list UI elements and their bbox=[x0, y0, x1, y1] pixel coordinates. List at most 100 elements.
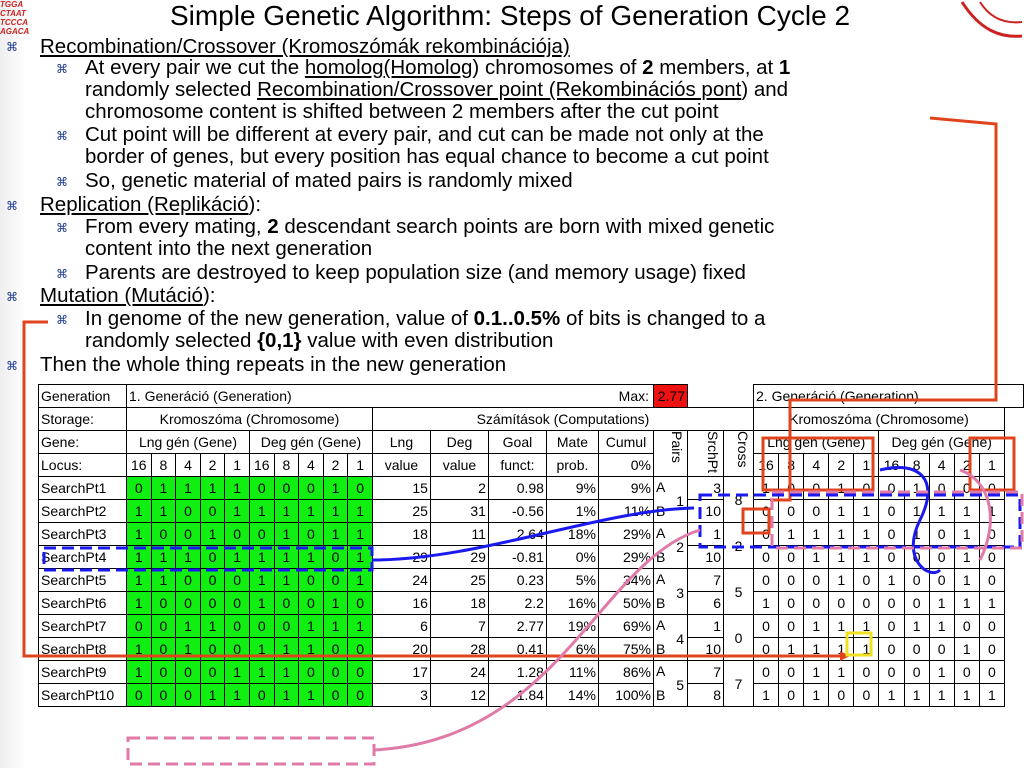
gene-bit: 1 bbox=[322, 499, 349, 523]
bullet-icon: ⌘ bbox=[6, 40, 18, 54]
gene-bit: 1 bbox=[273, 660, 300, 684]
deg-value: 11 bbox=[429, 522, 489, 546]
left-decor-strip bbox=[0, 0, 26, 768]
new-gene-bit: 0 bbox=[803, 591, 830, 615]
gene-bit: 1 bbox=[248, 568, 275, 592]
table-row: SearchPt3 1 0 0 1 0 0 1 0 1 1 18 11 2.64 18% 29% A B 2 1 2 0 1… bbox=[38, 522, 1024, 569]
spacer bbox=[687, 384, 754, 408]
new-gene-bit: 0 bbox=[953, 476, 980, 500]
gene-bit: 1 bbox=[224, 476, 250, 500]
gene-bit: 0 bbox=[175, 591, 201, 615]
new-gene-bit: 0 bbox=[903, 660, 930, 684]
locus-cell: 16 bbox=[248, 453, 275, 477]
goal-value: 0.98 bbox=[487, 476, 547, 500]
table-row: SearchPt9 1 0 0 0 1 1 1 0 0 0 17 24 1.28 11% 86% A B 5 7 7 0 0… bbox=[38, 660, 1024, 707]
srchpt-value: 6 bbox=[687, 591, 724, 615]
gene-bit: 0 bbox=[298, 522, 324, 546]
new-gene-bit: 1 bbox=[828, 614, 855, 638]
cross-point-value: 2 bbox=[723, 522, 754, 569]
goal-value: -0.56 bbox=[487, 499, 547, 523]
new-gene-bit: 0 bbox=[778, 476, 805, 500]
new-gene-bit: 1 bbox=[928, 499, 955, 523]
searchpt-name: SearchPt2 bbox=[38, 499, 127, 523]
bullet-icon: ⌘ bbox=[56, 129, 68, 143]
new-gene-bit: 0 bbox=[928, 637, 955, 661]
gene-bit: 1 bbox=[150, 568, 177, 592]
locus-cell: 1 bbox=[853, 453, 880, 477]
locus-cell: 4 bbox=[928, 453, 955, 477]
table-row: SearchPt10 0 0 0 1 1 0 1 1 0 0 3 12 1.84 14% 100% 8 1 0 1 0 0… bbox=[38, 683, 1024, 707]
table-row: Locus: 16 8 4 2 1 16 8 4 2 1 value value funct: prob. 0… bbox=[38, 453, 1024, 477]
new-gene-bit: 1 bbox=[752, 591, 780, 615]
gene-bit: 0 bbox=[126, 683, 152, 707]
new-gene-bit: 0 bbox=[778, 545, 805, 569]
gen1-header: 1. Generáció (Generation) Max: bbox=[126, 384, 654, 408]
cumul-value: 9% bbox=[597, 476, 655, 500]
new-gene-bit: 1 bbox=[953, 568, 980, 592]
replication-heading: Replication (Replikáció): bbox=[40, 193, 262, 216]
gene-bit: 1 bbox=[175, 476, 201, 500]
new-gene-bit: 0 bbox=[903, 637, 930, 661]
new-gene-bit: 1 bbox=[803, 637, 830, 661]
cumul-zero: 0% bbox=[597, 453, 655, 477]
new-gene-bit: 0 bbox=[978, 660, 1005, 684]
new-gene-bit: 0 bbox=[978, 522, 1005, 546]
new-gene-bit: 0 bbox=[778, 499, 805, 523]
new-gene-bit: 1 bbox=[828, 568, 855, 592]
new-gene-bit: 1 bbox=[878, 568, 905, 592]
searchpt-name: SearchPt9 bbox=[38, 660, 127, 684]
srchpt-value: 3 bbox=[687, 476, 724, 500]
locus-cell: 8 bbox=[778, 453, 805, 477]
new-gene-bit: 0 bbox=[853, 568, 880, 592]
mutation-bullet-1: In genome of the new generation, value o… bbox=[85, 307, 766, 352]
recombination-bullet-1: At every pair we cut the homolog(Homolog… bbox=[85, 56, 791, 123]
new-gene-bit: 1 bbox=[928, 591, 955, 615]
new-gene-bit: 0 bbox=[828, 683, 855, 707]
mate-value: 9% bbox=[545, 476, 599, 500]
gene-bit: 0 bbox=[150, 522, 177, 546]
new-gene-bit: 1 bbox=[953, 683, 980, 707]
table-row: SearchPt2 1 1 0 0 1 1 1 1 1 1 25 31 -0.56 1% 11% 10 0 0 0 1 1… bbox=[38, 499, 1024, 523]
gene-bit: 0 bbox=[175, 499, 201, 523]
new-gene-bit: 1 bbox=[903, 476, 930, 500]
searchpt-name: SearchPt5 bbox=[38, 568, 127, 592]
cross-point-value: 5 bbox=[723, 568, 754, 615]
new-gene-bit: 1 bbox=[928, 660, 955, 684]
deg-value: 7 bbox=[429, 614, 489, 638]
new-gene-bit: 0 bbox=[752, 614, 780, 638]
gene-bit: 1 bbox=[298, 614, 324, 638]
lng-value: 3 bbox=[371, 683, 431, 707]
lng-value-header: Lng bbox=[371, 430, 431, 454]
searchpt-name: SearchPt1 bbox=[38, 476, 127, 500]
new-gene-bit: 1 bbox=[928, 614, 955, 638]
new-gene-bit: 0 bbox=[878, 591, 905, 615]
goal-value: 0.23 bbox=[487, 568, 547, 592]
new-gene-bit: 0 bbox=[853, 591, 880, 615]
mate-value: 6% bbox=[545, 637, 599, 661]
locus-cell: 16 bbox=[878, 453, 905, 477]
gene-bit: 0 bbox=[298, 591, 324, 615]
new-gene-bit: 1 bbox=[853, 499, 880, 523]
deg-value: 2 bbox=[429, 476, 489, 500]
searchpt-name: SearchPt4 bbox=[38, 545, 127, 569]
deg-value: 29 bbox=[429, 545, 489, 569]
table-row: SearchPt5 1 1 0 0 0 1 1 0 0 1 24 25 0.23 5% 34% A B 3 7 5 0 0 0… bbox=[38, 568, 1024, 615]
gen2-header: 2. Generáció (Generation) bbox=[753, 384, 1024, 408]
gene-bit: 1 bbox=[175, 545, 201, 569]
gene-bit: 0 bbox=[126, 476, 152, 500]
lng-value: 17 bbox=[371, 660, 431, 684]
recombination-bullet-3: So, genetic material of mated pairs is r… bbox=[85, 169, 573, 192]
new-gene-bit: 0 bbox=[752, 522, 780, 546]
chromosome-header: Kromoszóma (Chromosome) bbox=[126, 407, 373, 431]
gene-bit: 0 bbox=[347, 683, 373, 707]
mate-value: 5% bbox=[545, 568, 599, 592]
slide-title: Simple Genetic Algorithm: Steps of Gener… bbox=[169, 0, 851, 31]
lng-value: 18 bbox=[371, 522, 431, 546]
table-row: SearchPt7 0 0 1 1 0 0 0 1 1 1 6 7 2.77 19% 69% A B 4 1 0 0 0 1 1… bbox=[38, 614, 1024, 661]
table-row: SearchPt8 1 0 1 0 0 1 1 1 0 0 20 28 0.41 6% 75% 10 0 1 1 1 1 0… bbox=[38, 637, 1024, 661]
gene-bit: 1 bbox=[175, 637, 201, 661]
new-gene-bit: 0 bbox=[778, 683, 805, 707]
replication-bullet-2: Parents are destroyed to keep population… bbox=[85, 261, 746, 284]
new-gene-bit: 0 bbox=[978, 568, 1005, 592]
